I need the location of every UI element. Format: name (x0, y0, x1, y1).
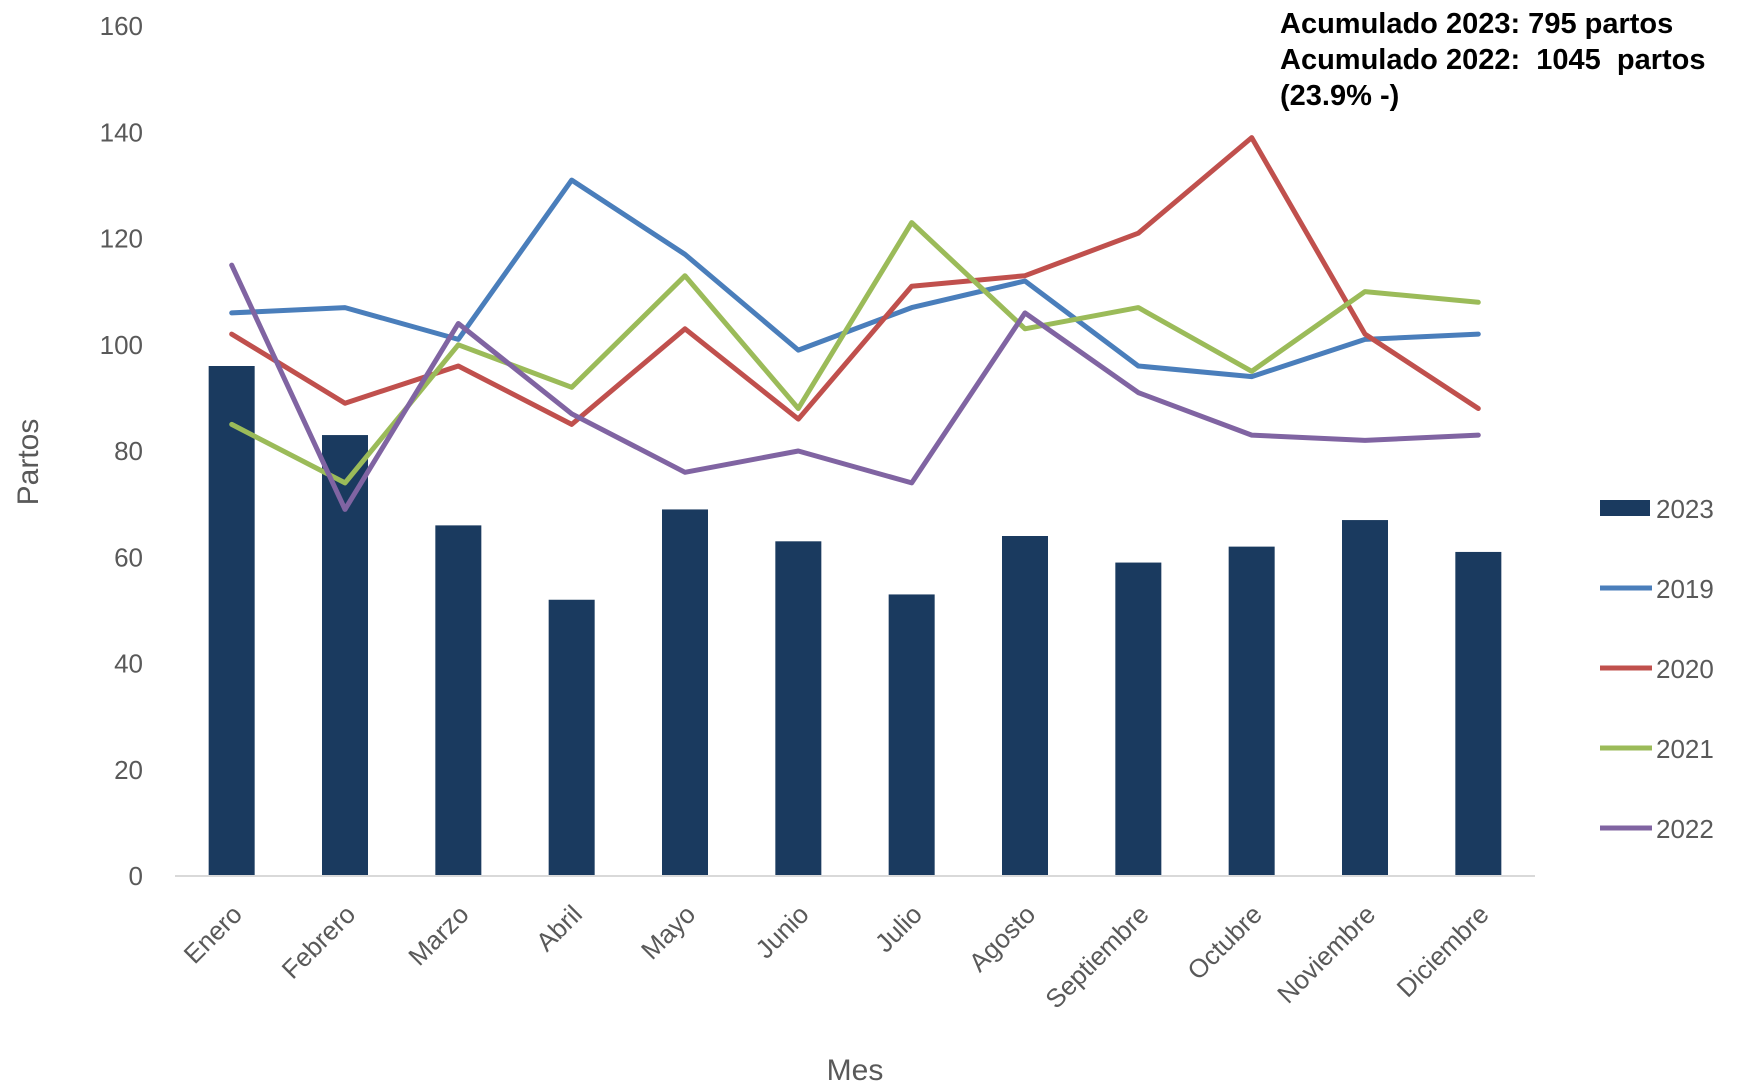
legend-label-2020: 2020 (1656, 654, 1714, 684)
x-tick-label: Noviembre (1271, 899, 1381, 1009)
y-axis-ticks: 0 20 40 60 80 100 120 140 160 (100, 11, 143, 891)
legend-label-2021: 2021 (1656, 734, 1714, 764)
annotation-line: Acumulado 2023: 795 partos (1280, 8, 1674, 40)
line-series-2021 (229, 220, 1481, 486)
y-tick-label: 0 (129, 861, 143, 891)
y-tick-label: 20 (114, 755, 143, 785)
x-tick-label: Junio (749, 899, 814, 964)
y-tick-label: 120 (100, 224, 143, 254)
y-tick-label: 140 (100, 117, 143, 147)
y-axis-title: Partos (12, 419, 45, 506)
bar-2023-octubre (1228, 546, 1275, 876)
annotation-box: Acumulado 2023: 795 partos Acumulado 2022… (1280, 6, 1706, 114)
y-tick-label: 60 (114, 542, 143, 572)
y-tick-label: 80 (114, 436, 143, 466)
x-axis-ticks: Enero Febrero Marzo Abril Mayo Junio Julio Agos… (178, 899, 1495, 1014)
y-tick-label: 100 (100, 330, 143, 360)
legend-label-2019: 2019 (1656, 574, 1714, 604)
y-tick-label: 40 (114, 649, 143, 679)
bar-2023-mayo (662, 509, 708, 876)
x-tick-label: Marzo (402, 899, 474, 971)
legend-label-2022: 2022 (1656, 814, 1714, 844)
x-tick-label: Agosto (963, 899, 1041, 977)
bar-2023-agosto (1002, 536, 1048, 876)
x-tick-label: Julio (869, 899, 928, 958)
x-tick-label: Enero (178, 899, 248, 969)
bar-2023-abril (548, 599, 595, 876)
legend-label-2023: 2023 (1656, 494, 1714, 524)
bar-2023-diciembre (1455, 551, 1502, 876)
legend: 2023 2019 2020 2021 2022 (1600, 494, 1714, 844)
bar-2023-septiembre (1115, 562, 1162, 876)
bar-2023-febrero (322, 435, 368, 876)
bar-series-group (208, 366, 1502, 876)
x-tick-label: Septiembre (1039, 899, 1154, 1014)
y-tick-label: 160 (100, 11, 143, 41)
annotation-line: (23.9% -) (1280, 80, 1400, 112)
x-tick-label: Mayo (635, 899, 701, 965)
bar-2023-enero (208, 366, 255, 876)
bar-2023-junio (775, 541, 822, 876)
x-axis-title: Mes (827, 1054, 884, 1086)
line-series-2019 (229, 177, 1481, 380)
line-series-group (229, 135, 1481, 512)
line-series-2020 (229, 135, 1481, 427)
x-tick-label: Abril (530, 899, 588, 957)
legend-swatch-2023 (1600, 500, 1650, 516)
line-series-2022 (229, 262, 1481, 512)
annotation-line: Acumulado 2022: 1045 partos (1280, 44, 1706, 76)
x-tick-label: Diciembre (1391, 899, 1495, 1003)
x-tick-label: Febrero (276, 899, 362, 985)
bar-2023-marzo (435, 525, 482, 876)
bar-2023-noviembre (1342, 520, 1388, 876)
bar-2023-julio (888, 594, 935, 876)
x-tick-label: Octubre (1181, 899, 1268, 986)
